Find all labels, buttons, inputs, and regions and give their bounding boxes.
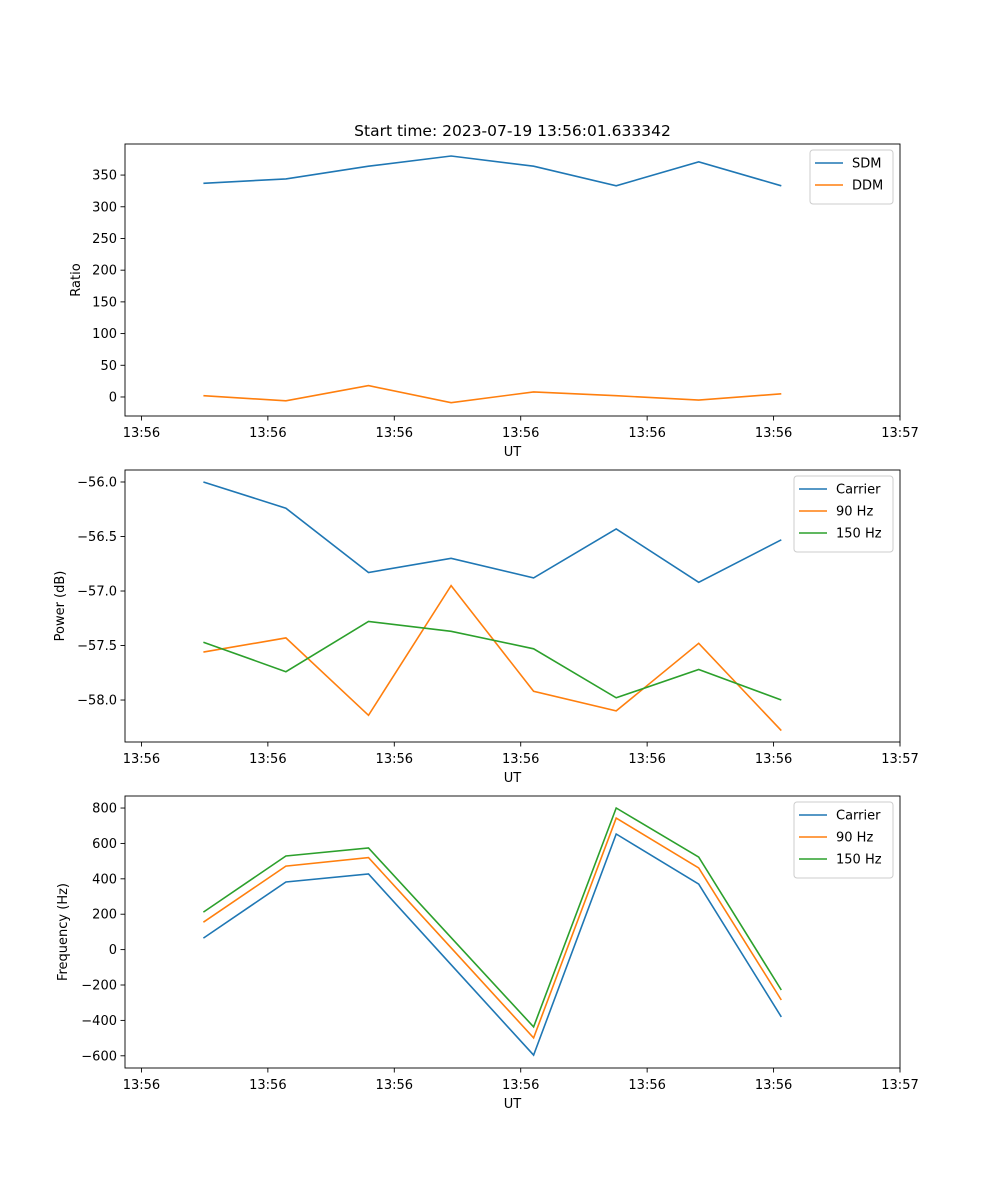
y-tick-label: 200	[92, 264, 117, 279]
x-tick-label: 13:56	[249, 426, 286, 441]
y-tick-label: −56.5	[77, 530, 117, 545]
x-axis-label: UT	[504, 771, 522, 786]
y-tick-label: 250	[92, 232, 117, 247]
x-tick-label: 13:56	[376, 1078, 413, 1093]
x-tick-label: 13:57	[881, 752, 918, 767]
series-line-sdm	[203, 155, 782, 187]
y-tick-label: 600	[92, 837, 117, 852]
y-axis-label: Ratio	[69, 263, 84, 296]
y-tick-label: 0	[109, 390, 117, 405]
y-tick-label: 150	[92, 295, 117, 310]
y-tick-label: 400	[92, 872, 117, 887]
legend-label: 90 Hz	[836, 831, 873, 846]
legend: Carrier 90 Hz 150 Hz	[793, 801, 894, 879]
legend-label: Carrier	[836, 483, 881, 498]
y-tick-label: 100	[92, 327, 117, 342]
y-axis-label: Frequency (Hz)	[56, 883, 71, 981]
legend-label: Carrier	[836, 809, 881, 824]
x-tick-label: 13:56	[755, 426, 792, 441]
legend: Carrier 90 Hz 150 Hz	[793, 475, 894, 553]
x-tick-label: 13:56	[376, 752, 413, 767]
series-line-ddm	[203, 384, 782, 404]
y-tick-label: 0	[109, 943, 117, 958]
x-tick-label: 13:56	[628, 1078, 665, 1093]
series-line-carrier	[202, 832, 782, 1057]
axes-frame	[124, 143, 901, 417]
y-tick-label: −56.0	[77, 475, 117, 490]
legend: SDM DDM	[809, 149, 894, 205]
axes-frame	[124, 795, 901, 1069]
y-tick-label: −57.5	[77, 639, 117, 654]
x-tick-label: 13:57	[881, 1078, 918, 1093]
x-tick-label: 13:56	[628, 426, 665, 441]
y-tick-label: 800	[92, 802, 117, 817]
legend-label: 150 Hz	[836, 527, 882, 542]
y-tick-label: −58.0	[77, 694, 117, 709]
chart-title: Start time: 2023-07-19 13:56:01.633342	[354, 122, 671, 140]
legend-label: 90 Hz	[836, 505, 873, 520]
x-tick-label: 13:57	[881, 426, 918, 441]
x-tick-label: 13:56	[249, 1078, 286, 1093]
x-tick-label: 13:56	[755, 752, 792, 767]
series-line-90-hz	[203, 584, 782, 732]
y-tick-label: 50	[100, 359, 117, 374]
x-tick-label: 13:56	[123, 752, 160, 767]
y-axis-label: Power (dB)	[53, 571, 68, 642]
y-tick-label: −200	[81, 979, 117, 994]
x-tick-label: 13:56	[502, 1078, 539, 1093]
subplot-3: 13:56 13:56 13:56 13:56 13:56 13:56 13:57 −600 −…	[56, 795, 919, 1112]
series-line-carrier	[203, 481, 782, 584]
x-tick-label: 13:56	[376, 426, 413, 441]
y-tick-label: −400	[81, 1014, 117, 1029]
legend-label: DDM	[852, 179, 883, 194]
y-tick-label: 350	[92, 169, 117, 184]
subplot-1: Start time: 2023-07-19 13:56:01.633342 13…	[69, 122, 919, 460]
x-tick-label: 13:56	[502, 752, 539, 767]
x-axis-label: UT	[504, 445, 522, 460]
series-line-150-hz	[202, 806, 782, 1029]
x-tick-label: 13:56	[628, 752, 665, 767]
y-tick-label: 200	[92, 908, 117, 923]
x-tick-label: 13:56	[755, 1078, 792, 1093]
subplot-2: 13:56 13:56 13:56 13:56 13:56 13:56 13:57 −58.0…	[53, 469, 919, 786]
x-tick-label: 13:56	[502, 426, 539, 441]
legend-label: SDM	[852, 157, 881, 172]
series-line-150-hz	[203, 620, 782, 701]
x-tick-label: 13:56	[249, 752, 286, 767]
x-axis-label: UT	[504, 1097, 522, 1112]
legend-label: 150 Hz	[836, 853, 882, 868]
series-line-90-hz	[202, 816, 782, 1040]
x-tick-label: 13:56	[123, 1078, 160, 1093]
y-tick-label: 300	[92, 200, 117, 215]
y-tick-label: −600	[81, 1049, 117, 1064]
y-tick-label: −57.0	[77, 585, 117, 600]
axes-frame	[124, 469, 901, 743]
x-tick-label: 13:56	[123, 426, 160, 441]
